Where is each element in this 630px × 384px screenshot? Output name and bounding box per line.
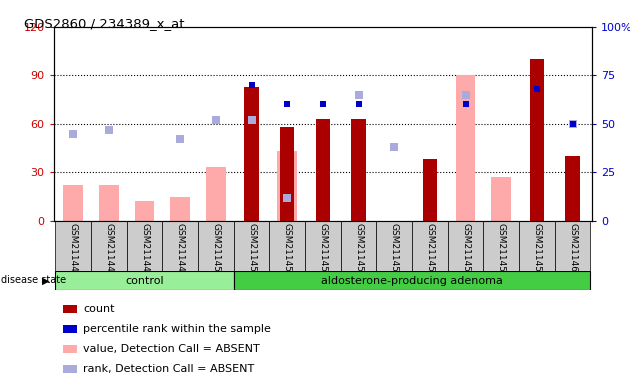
Bar [244,87,259,221]
Bar [455,75,476,221]
Bar [491,177,511,221]
Text: control: control [125,276,164,286]
Bar [234,221,270,271]
Text: GSM211454: GSM211454 [354,223,363,277]
Bar [305,221,341,271]
Text: GSM211448: GSM211448 [140,223,149,277]
Text: GDS2860 / 234389_x_at: GDS2860 / 234389_x_at [24,17,184,30]
Bar [277,151,297,221]
Bar [566,156,580,221]
Bar [341,221,376,271]
Text: GSM211451: GSM211451 [247,223,256,278]
Bar [448,221,483,271]
Text: GSM211450: GSM211450 [211,223,220,278]
Text: GSM211452: GSM211452 [283,223,292,277]
Bar [423,159,437,221]
Bar [170,197,190,221]
Text: GSM211446: GSM211446 [69,223,77,277]
Bar [91,221,127,271]
Bar [234,271,590,290]
Text: disease state: disease state [1,275,66,285]
Bar [99,185,118,221]
Bar [135,202,154,221]
Bar [55,271,234,290]
Bar [555,221,590,271]
Text: value, Detection Call = ABSENT: value, Detection Call = ABSENT [83,344,260,354]
Bar [127,221,163,271]
Text: count: count [83,304,115,314]
Bar [270,221,305,271]
Text: GSM211453: GSM211453 [318,223,328,278]
Bar [316,119,330,221]
Bar [483,221,519,271]
Text: GSM211456: GSM211456 [425,223,435,278]
Text: GSM211449: GSM211449 [176,223,185,277]
Text: GSM211457: GSM211457 [461,223,470,278]
Text: ▶: ▶ [42,275,49,285]
Text: GSM211459: GSM211459 [532,223,541,278]
Text: GSM211455: GSM211455 [390,223,399,278]
Text: rank, Detection Call = ABSENT: rank, Detection Call = ABSENT [83,364,255,374]
Text: percentile rank within the sample: percentile rank within the sample [83,324,271,334]
Bar [376,221,412,271]
Bar [206,167,226,221]
Text: GSM211447: GSM211447 [105,223,113,277]
Bar [280,127,294,221]
Text: GSM211460: GSM211460 [568,223,577,278]
Text: GSM211458: GSM211458 [496,223,506,278]
Bar [64,185,83,221]
Bar [519,221,555,271]
Bar [412,221,448,271]
Bar [55,221,91,271]
Bar [198,221,234,271]
Bar [352,119,365,221]
Text: aldosterone-producing adenoma: aldosterone-producing adenoma [321,276,503,286]
Bar [530,59,544,221]
Bar [163,221,198,271]
